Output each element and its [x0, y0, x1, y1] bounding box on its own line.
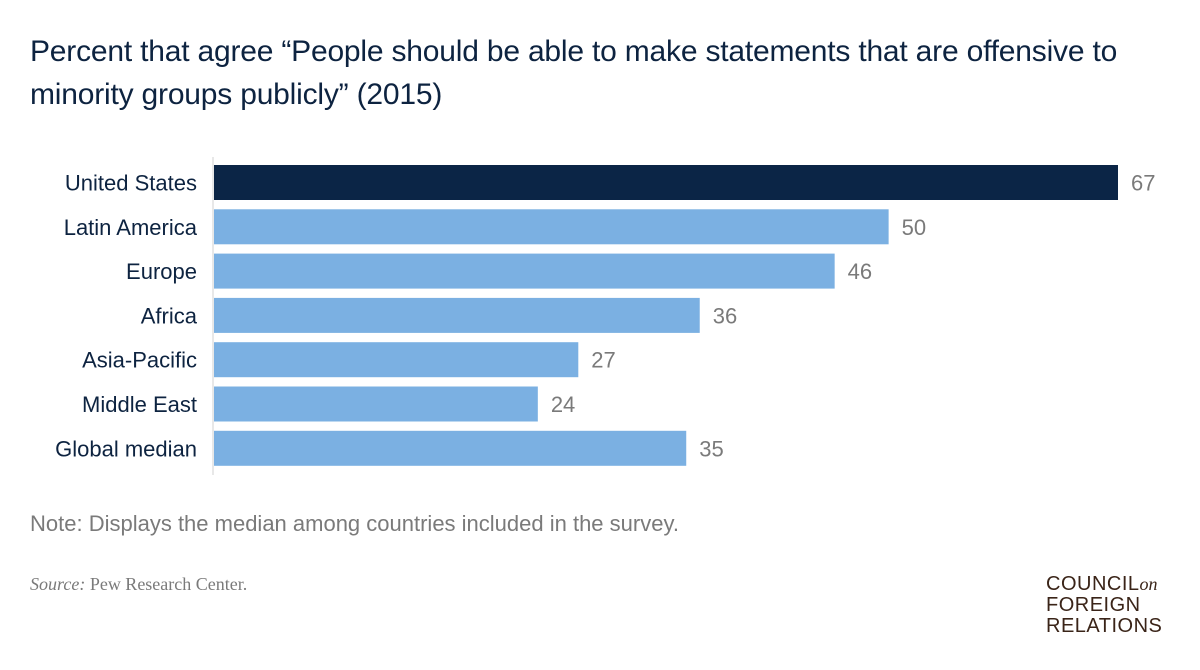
bar-asia-pacific: [214, 342, 579, 378]
bar-global-median: [214, 430, 687, 466]
value-label-global-median: 35: [699, 436, 723, 461]
category-label-global-median: Global median: [55, 436, 197, 461]
chart-source: Source: Pew Research Center.: [30, 574, 247, 595]
value-label-asia-pacific: 27: [591, 348, 615, 373]
bar-united-states: [214, 165, 1118, 200]
category-label-africa: Africa: [141, 303, 198, 328]
bar-europe: [214, 253, 835, 289]
logo-line-council: COUNCIL: [1046, 573, 1140, 595]
value-label-africa: 36: [713, 303, 737, 328]
category-label-latin-america: Latin America: [64, 215, 198, 240]
chart-note: Note: Displays the median among countrie…: [30, 511, 679, 536]
bar-middle-east: [214, 386, 538, 422]
category-label-europe: Europe: [126, 259, 197, 284]
category-label-middle-east: Middle East: [82, 392, 197, 417]
value-label-europe: 46: [848, 259, 872, 284]
logo-line-foreign: FOREIGN: [1046, 594, 1141, 616]
logo-on: on: [1139, 574, 1158, 594]
value-label-united-states: 67: [1131, 171, 1155, 196]
source-label: Source:: [30, 574, 86, 594]
bar-africa: [214, 297, 700, 333]
logo-line-relations: RELATIONS: [1046, 615, 1163, 637]
category-label-united-states: United States: [65, 171, 197, 196]
cfr-logo: COUNCILon FOREIGN RELATIONS: [1046, 574, 1186, 637]
value-label-middle-east: 24: [551, 392, 575, 417]
source-text: Pew Research Center.: [85, 574, 248, 594]
chart-title: Percent that agree “People should be abl…: [30, 35, 1118, 111]
value-label-latin-america: 50: [902, 215, 926, 240]
bar-latin-america: [214, 209, 889, 245]
category-label-asia-pacific: Asia-Pacific: [82, 348, 197, 373]
